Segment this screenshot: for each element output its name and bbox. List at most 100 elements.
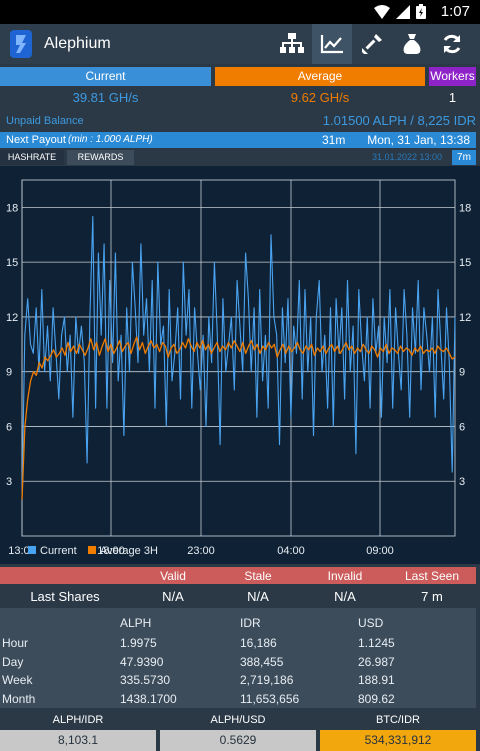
range-button[interactable]: 7m bbox=[452, 150, 476, 165]
rate-value: 8,103.1 bbox=[0, 730, 156, 751]
workers-value: 1 bbox=[429, 86, 476, 109]
money-bag-icon bbox=[403, 34, 421, 54]
rate-value: 0.5629 bbox=[160, 730, 316, 751]
chart-timestamp: 31.01.2022 13:00 bbox=[372, 152, 443, 162]
hashrate-chart: 18 18 15 15 12 12 9 9 6 6 3 3 13:00 18:00 23:00 04:00 09… bbox=[0, 166, 480, 564]
shares-header-valid: Valid bbox=[160, 569, 186, 583]
line-chart-icon bbox=[320, 35, 343, 54]
chart-button[interactable] bbox=[312, 24, 352, 64]
next-payout-eta: 31m bbox=[322, 133, 346, 147]
x-tick-label: 04:00 bbox=[277, 545, 305, 557]
earnings-cell: 1.9975 bbox=[120, 636, 157, 650]
unpaid-balance-row: Unpaid Balance 1.01500 ALPH / 8,225 IDR bbox=[0, 112, 480, 130]
y-tick-label-left: 3 bbox=[6, 476, 12, 488]
current-value: 39.81 GH/s bbox=[0, 86, 211, 109]
earnings-cell: 388,455 bbox=[240, 655, 284, 669]
shares-row-label: Last Shares bbox=[30, 589, 100, 604]
y-tick-label-right: 12 bbox=[459, 312, 471, 324]
earnings-row-label: Week bbox=[2, 673, 33, 687]
plot-frame bbox=[21, 179, 456, 537]
y-tick-label-left: 6 bbox=[6, 421, 12, 433]
shares-row: Last Shares N/A N/A N/A 7 m bbox=[0, 586, 476, 606]
shares-header-invalid: Invalid bbox=[327, 569, 363, 583]
status-bar: 1:07 bbox=[0, 0, 480, 24]
y-tick-label-right: 15 bbox=[459, 257, 471, 269]
next-payout-date: Mon, 31 Jan, 13:38 bbox=[367, 133, 470, 147]
shares-valid-value: N/A bbox=[162, 589, 184, 604]
workers-label: Workers bbox=[429, 67, 476, 86]
rate-label: BTC/IDR bbox=[320, 711, 476, 730]
earnings-cell: 2,719,186 bbox=[240, 673, 294, 687]
earnings-row-label: Day bbox=[2, 655, 24, 669]
earnings-col-alph: ALPH bbox=[120, 616, 152, 630]
rate-value: 534,331,912 bbox=[320, 730, 476, 751]
next-payout-label: Next Payout bbox=[6, 134, 66, 146]
earnings-cell: 1438.1700 bbox=[120, 692, 177, 706]
y-tick-label-left: 9 bbox=[6, 367, 12, 379]
shares-header-last-seen: Last Seen bbox=[404, 569, 460, 583]
average-label: Average bbox=[215, 67, 425, 86]
unpaid-value: 1.01500 ALPH / 8,225 IDR bbox=[322, 113, 476, 128]
exchange-rates: ALPH/IDR 8,103.1 ALPH/USD 0.5629 BTC/IDR… bbox=[0, 711, 480, 751]
app-title: Alephium bbox=[44, 35, 111, 52]
refresh-icon bbox=[443, 34, 461, 54]
workers-button[interactable] bbox=[272, 24, 312, 64]
workers-card[interactable]: Workers 1 bbox=[429, 67, 476, 109]
miner-button[interactable] bbox=[352, 24, 392, 64]
refresh-button[interactable] bbox=[432, 24, 472, 64]
earnings-row-label: Hour bbox=[2, 636, 29, 650]
y-tick-label-left: 12 bbox=[6, 312, 18, 324]
earnings-cell: 11,653,656 bbox=[240, 692, 300, 706]
legend-swatch bbox=[28, 546, 36, 554]
app-bar: Alephium bbox=[0, 24, 480, 64]
earnings-cell: 16,186 bbox=[240, 636, 277, 650]
wifi-icon bbox=[374, 4, 390, 19]
shares-header-stale: Stale bbox=[244, 569, 272, 583]
payouts-button[interactable] bbox=[392, 24, 432, 64]
y-tick-label-left: 15 bbox=[6, 257, 18, 269]
shovel-icon bbox=[362, 34, 382, 54]
network-icon bbox=[280, 33, 304, 53]
earnings-col-idr: IDR bbox=[240, 616, 261, 630]
average-hashrate-card: Average 9.62 GH/s bbox=[215, 67, 425, 109]
min-payout-note: (min : 1.000 ALPH) bbox=[68, 134, 153, 145]
tab-rewards[interactable]: REWARDS bbox=[67, 150, 134, 165]
rate-alph-idr: ALPH/IDR 8,103.1 bbox=[0, 711, 156, 751]
earnings-cell: 47.9390 bbox=[120, 655, 164, 669]
shares-last-seen-value: 7 m bbox=[421, 589, 443, 604]
y-tick-label-right: 18 bbox=[459, 202, 471, 214]
legend-swatch bbox=[88, 546, 96, 554]
tab-hashrate[interactable]: HASHRATE bbox=[0, 150, 64, 165]
earnings-cell: 335.5730 bbox=[120, 673, 171, 687]
shares-invalid-value: N/A bbox=[334, 589, 356, 604]
rate-btc-idr: BTC/IDR 534,331,912 bbox=[320, 711, 476, 751]
rate-label: ALPH/IDR bbox=[0, 711, 156, 730]
y-tick-label-right: 9 bbox=[459, 367, 465, 379]
x-tick-label: 09:00 bbox=[366, 545, 394, 557]
y-tick-label-left: 18 bbox=[6, 202, 18, 214]
legend-label: Average 3H bbox=[100, 545, 158, 557]
rate-alph-usd: ALPH/USD 0.5629 bbox=[160, 711, 316, 751]
rate-label: ALPH/USD bbox=[160, 711, 316, 730]
next-payout-row: Next Payout (min : 1.000 ALPH) 31m Mon, … bbox=[0, 132, 476, 148]
earnings-cell: 26.987 bbox=[358, 655, 395, 669]
shares-header: Valid Stale Invalid Last Seen bbox=[0, 567, 476, 584]
earnings-cell: 188.91 bbox=[358, 673, 395, 687]
battery-icon bbox=[416, 4, 426, 19]
chart-tabs: HASHRATE REWARDS 31.01.2022 13:00 7m bbox=[0, 150, 480, 165]
current-label: Current bbox=[0, 67, 211, 86]
y-tick-label-right: 3 bbox=[459, 476, 465, 488]
average-value: 9.62 GH/s bbox=[215, 86, 425, 109]
earnings-table: ALPH IDR USD Hour 1.9975 16,186 1.1245 D… bbox=[0, 608, 476, 708]
alephium-logo-icon bbox=[10, 30, 32, 58]
earnings-cell: 809.62 bbox=[358, 692, 395, 706]
x-tick-label: 18:00 bbox=[97, 545, 125, 557]
earnings-row-label: Month bbox=[2, 692, 36, 706]
earnings-cell: 1.1245 bbox=[358, 636, 395, 650]
clock: 1:07 bbox=[440, 3, 470, 20]
y-tick-label-right: 6 bbox=[459, 421, 465, 433]
legend-label: Current bbox=[40, 545, 77, 557]
unpaid-label: Unpaid Balance bbox=[6, 115, 84, 127]
signal-icon bbox=[396, 4, 410, 19]
